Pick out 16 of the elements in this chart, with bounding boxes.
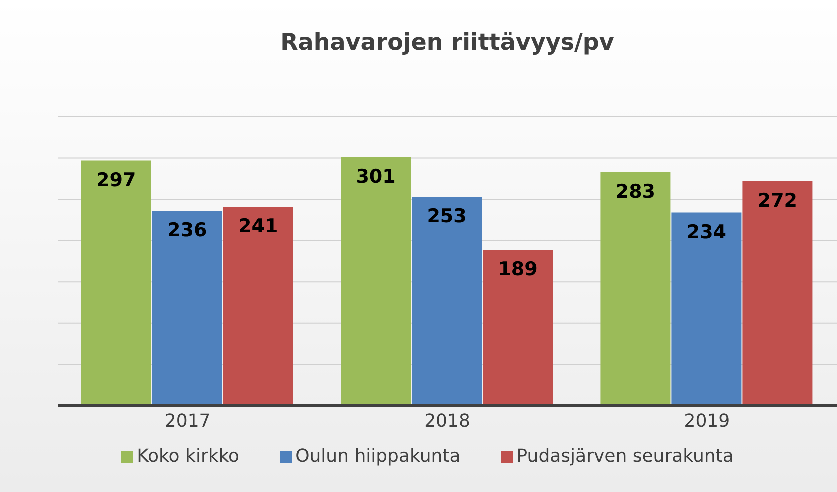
- x-tick-label: 2018: [424, 410, 470, 432]
- data-label: 297: [96, 169, 136, 192]
- x-tick-label: 2019: [684, 410, 730, 432]
- data-label: 253: [427, 206, 467, 228]
- data-label: 241: [238, 215, 278, 238]
- legend-label: Oulun hiippakunta: [296, 446, 461, 467]
- data-label: 283: [616, 180, 656, 203]
- data-label: 301: [356, 166, 396, 188]
- legend-label: Pudasjärven seurakunta: [516, 446, 734, 467]
- legend-label: Koko kirkko: [137, 446, 240, 467]
- data-label: 234: [686, 221, 727, 244]
- data-label: 189: [498, 258, 538, 280]
- data-label: 272: [758, 190, 798, 212]
- data-label: 236: [168, 220, 208, 242]
- x-tick-label: 2017: [164, 410, 211, 432]
- chart-title: Rahavarojen riittävyys/pv: [280, 30, 616, 56]
